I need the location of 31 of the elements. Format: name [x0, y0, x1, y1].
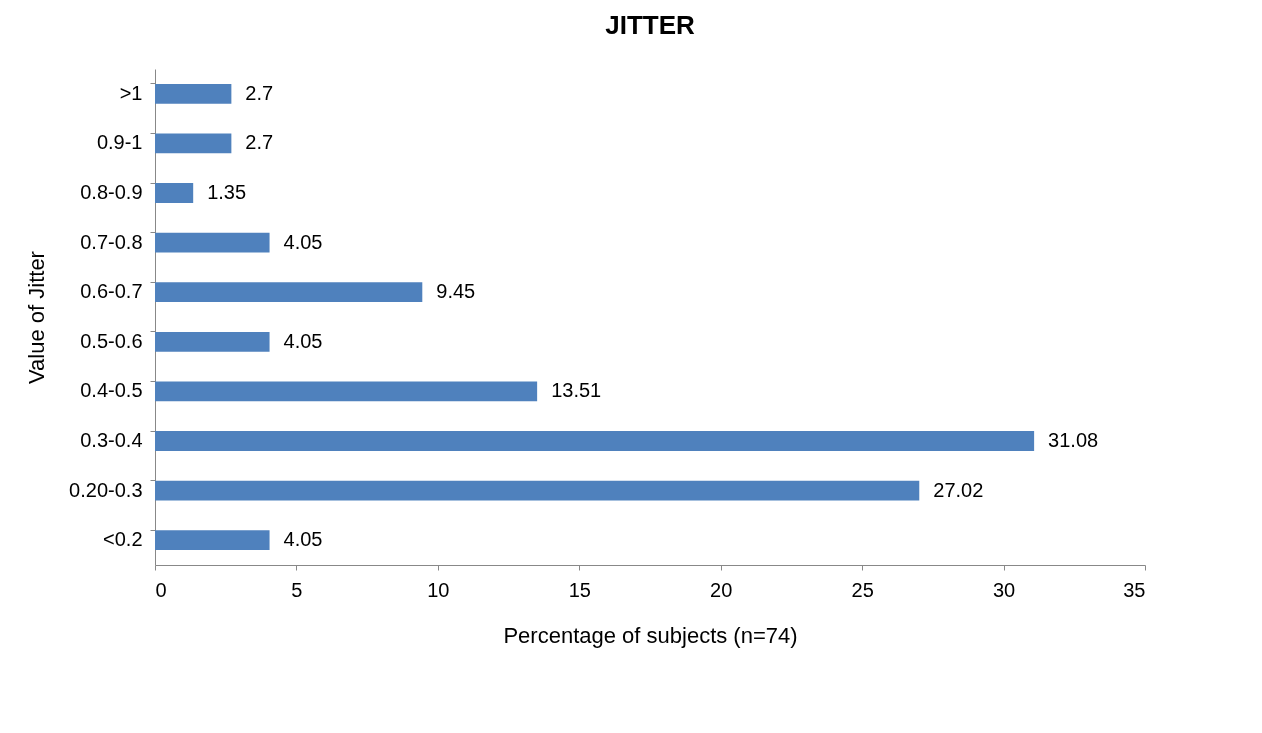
- y-tick-label: 0.3-0.4: [80, 429, 143, 451]
- data-label: 1.35: [207, 181, 247, 203]
- y-tick-label: 0.7-0.8: [80, 230, 143, 253]
- x-axis-title: Percentage of subjects (n=74): [503, 622, 798, 648]
- data-label: 13.51: [551, 379, 602, 402]
- data-label: 9.45: [436, 280, 476, 303]
- x-tick-label: 15: [568, 578, 591, 601]
- x-tick-label: 30: [992, 578, 1016, 601]
- x-tick-label: 5: [291, 578, 303, 601]
- data-label: 4.05: [283, 528, 323, 551]
- data-label: 27.02: [933, 478, 984, 501]
- x-tick-label: 25: [851, 578, 874, 601]
- x-tick-label: 20: [710, 578, 733, 601]
- y-tick-label: 0.9-1: [96, 131, 143, 154]
- y-tick-label: >1: [119, 81, 143, 104]
- y-tick-label: 0.8-0.9: [80, 181, 143, 203]
- y-tick-label: 0.5-0.6: [80, 329, 143, 352]
- y-tick-label: 0.6-0.7: [80, 280, 143, 303]
- y-tick-label: 0.20-0.3: [69, 478, 143, 501]
- y-tick-label: 0.4-0.5: [80, 379, 143, 402]
- chart-title: JITTER: [605, 10, 695, 40]
- data-label: 4.05: [283, 230, 323, 253]
- x-tick-label: 10: [427, 578, 450, 601]
- y-tick-label: <0.2: [103, 528, 143, 551]
- data-label: 2.7: [245, 131, 274, 154]
- y-axis-title: Value of Jitter: [24, 251, 50, 384]
- data-label: 4.05: [283, 329, 323, 352]
- data-label: 31.08: [1048, 429, 1099, 451]
- x-tick-label: 0: [155, 578, 167, 601]
- data-label: 2.7: [245, 81, 274, 104]
- x-tick-label: 35: [1123, 578, 1146, 601]
